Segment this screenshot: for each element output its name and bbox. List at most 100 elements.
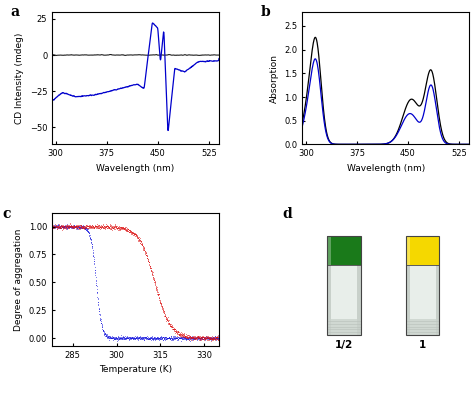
Point [188,334,196,340]
Point [75,222,83,229]
Point [100,332,108,338]
Point [77,223,85,229]
Point [200,335,208,342]
Point [52,224,60,230]
Point [109,335,117,341]
Point [193,334,201,340]
Point [147,335,155,341]
Point [82,225,90,231]
Point [178,332,186,338]
Point [146,265,154,272]
Point [95,225,102,231]
Text: d: d [283,207,292,220]
Point [117,335,124,342]
Point [207,336,214,342]
Point [144,258,152,264]
Point [50,225,58,231]
Point [83,227,91,233]
Point [160,309,167,316]
Point [61,223,69,230]
Point [59,222,67,228]
Point [179,332,187,338]
Point [204,335,211,341]
Point [143,252,150,258]
Point [177,333,184,340]
Point [208,336,215,342]
Point [136,238,144,244]
Point [181,335,189,341]
Point [86,233,93,239]
Point [173,335,181,341]
Point [89,244,96,251]
Point [157,334,165,340]
Point [172,334,179,340]
Point [109,225,117,231]
Point [162,316,170,323]
Point [93,224,100,231]
Point [58,223,66,230]
Point [174,334,182,340]
Point [133,232,141,239]
Point [191,336,198,342]
Point [55,223,63,230]
Point [80,222,88,229]
Point [132,230,140,237]
Point [122,224,129,230]
Point [106,335,114,342]
Point [60,222,67,229]
Point [69,223,76,230]
Point [195,335,203,342]
Point [98,223,105,229]
Point [102,223,110,229]
Point [61,223,68,230]
Point [81,226,89,232]
Point [84,223,92,230]
Point [156,335,164,341]
Point [127,335,134,342]
Point [108,335,116,342]
Point [177,333,184,340]
Point [103,333,111,340]
Point [121,225,129,231]
Point [90,224,98,231]
Point [98,225,105,231]
Point [199,336,207,342]
Point [124,226,132,232]
Point [173,329,180,335]
Point [108,223,115,230]
Point [138,241,146,247]
Point [164,317,171,323]
Point [171,334,178,341]
Point [64,224,72,230]
Point [118,332,125,338]
Point [207,336,214,342]
Point [190,334,197,340]
Point [202,334,210,340]
Point [201,337,209,343]
Bar [328,236,331,265]
Point [157,301,164,307]
Point [74,226,82,232]
Point [77,222,85,229]
Point [88,240,95,246]
Point [174,329,182,335]
Point [147,335,155,342]
Point [60,222,68,229]
Point [189,336,196,342]
Point [143,253,151,259]
Point [169,334,176,340]
Point [111,336,118,343]
Point [61,224,68,230]
Point [95,306,103,312]
Point [119,226,127,233]
Point [120,225,128,231]
Point [150,334,158,340]
Point [86,235,94,241]
Point [214,336,222,343]
Point [206,335,213,341]
Point [136,335,144,342]
Point [112,222,119,228]
Point [91,270,99,276]
Point [148,272,155,278]
Point [126,336,133,342]
